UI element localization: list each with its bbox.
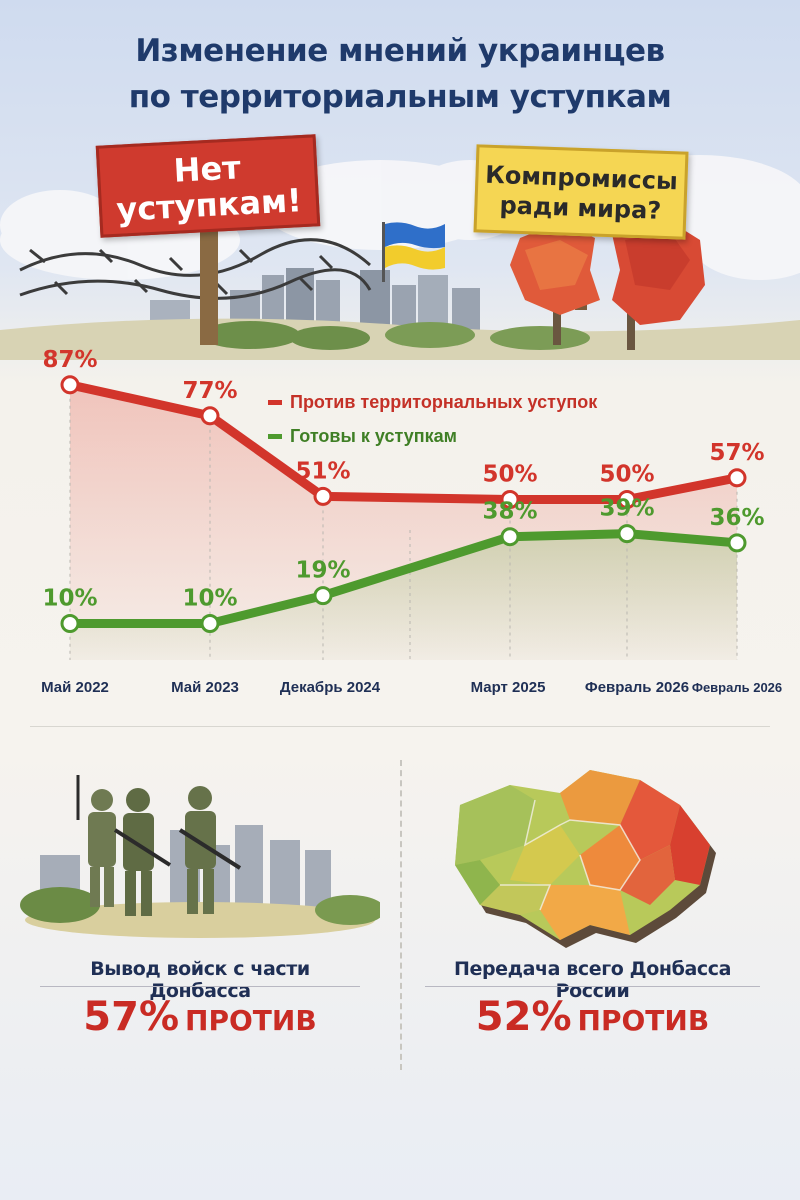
data-label-ready: 10% [182, 586, 237, 612]
panel-left-word: ПРОТИВ [185, 1004, 317, 1037]
x-tick-label: Декабрь 2024 [280, 679, 381, 696]
data-point-ready [727, 533, 747, 553]
series-area-ready [70, 533, 737, 660]
ukraine-flag-icon [382, 222, 445, 282]
panel-left-label: Вывод войск с части Донбасса [90, 958, 310, 1002]
title-line-2: по территориальным уступкам [128, 79, 672, 115]
chart-legend: Против территорнальных уступок Готовы к … [268, 385, 597, 453]
legend-swatch-against [268, 399, 282, 405]
panel-left-percent: 57% [83, 994, 180, 1040]
data-label-ready: 10% [42, 586, 97, 612]
data-point-ready [313, 586, 333, 606]
data-point-against [200, 406, 220, 426]
panel-right-underline [425, 986, 760, 987]
data-point-ready [60, 614, 80, 633]
x-tick-label: Май 2022 [41, 679, 109, 696]
broken-map-icon [510, 215, 705, 350]
data-label-against: 50% [599, 462, 654, 488]
x-tick-label: Февраль 2026 [585, 679, 689, 696]
legend-label-against: Против территорнальных уступок [290, 391, 598, 412]
x-tick-label: Март 2025 [471, 679, 546, 696]
data-label-ready: 39% [599, 496, 654, 522]
data-label-ready: 36% [709, 505, 764, 531]
panel-right-word: ПРОТИВ [577, 1004, 710, 1037]
x-tick-label: Февраль 2026 [692, 680, 782, 695]
panel-right-label: Передача всего Донбасса России [453, 958, 732, 1002]
data-label-against: 87% [42, 347, 97, 373]
data-point-ready [200, 614, 220, 633]
series-line-against [65, 380, 742, 504]
data-label-against: 77% [182, 378, 237, 404]
data-point-against [60, 375, 80, 395]
panel-divider [400, 760, 402, 1070]
data-point-against [727, 468, 747, 488]
x-tick-label: Май 2023 [171, 679, 239, 696]
data-point-against [617, 490, 637, 509]
sign-yellow-line-2: ради мира? [499, 191, 662, 225]
data-point-ready [617, 524, 637, 544]
line-chart: 87% 77% 51% 50% 50% 57% 10% 10% 19% 38% 39% 36% Май… [41, 347, 782, 696]
data-point-ready [500, 527, 520, 547]
sign-post-left [200, 225, 218, 345]
legend-swatch-ready [268, 433, 282, 439]
data-label-against: 51% [295, 458, 350, 484]
title-line-1: Изменение мнений украинцев [135, 33, 665, 69]
series-line-ready [65, 529, 742, 628]
section-divider [30, 726, 770, 727]
data-label-against: 57% [709, 440, 764, 466]
legend-item-ready: Готовы к уступкам [268, 419, 597, 453]
legend-item-against: Против территорнальных уступок [268, 385, 597, 419]
ukraine-map-illustration [455, 770, 716, 948]
data-point-against [500, 490, 520, 509]
data-label-ready: 19% [295, 558, 350, 584]
compromise-sign: Компромиссы ради мира? [473, 144, 689, 240]
data-label-against: 50% [482, 462, 537, 488]
legend-label-ready: Готовы к уступкам [290, 425, 457, 446]
data-point-against [313, 486, 333, 506]
bushes [200, 321, 590, 350]
panel-left-stat: 57% ПРОТИВ [40, 994, 360, 1040]
panel-left-underline [40, 986, 360, 987]
page-title: Изменение мнений украинцев по территориа… [0, 28, 800, 120]
panel-right-stat: 52% ПРОТИВ [425, 994, 760, 1040]
soldiers-illustration [20, 775, 380, 938]
no-concessions-sign: Нет уступкам! [95, 134, 321, 238]
data-label-ready: 38% [482, 499, 537, 525]
panel-right-percent: 52% [475, 994, 572, 1040]
